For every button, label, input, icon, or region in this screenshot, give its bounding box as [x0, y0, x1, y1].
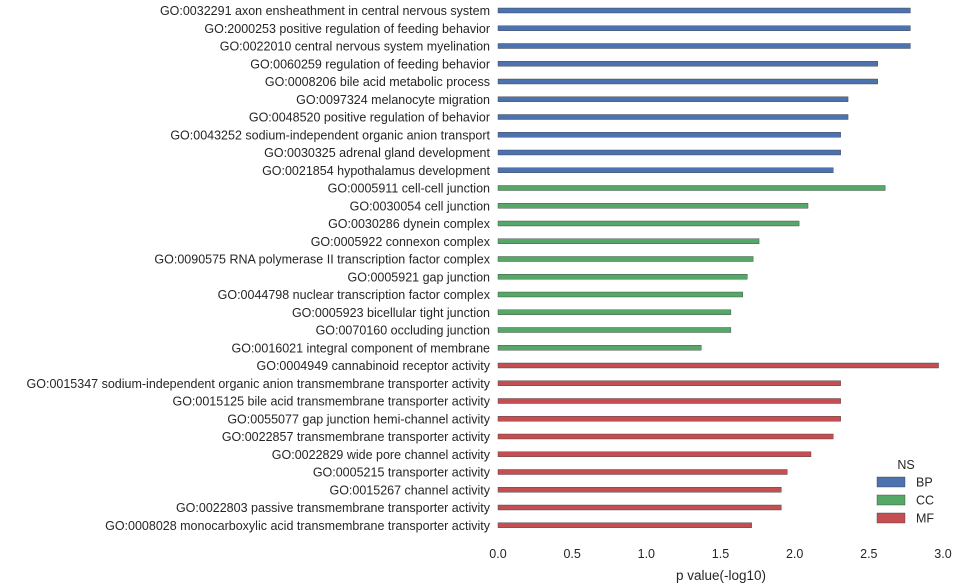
bar-mf: [497, 398, 841, 404]
category-label: GO:0005922 connexon complex: [311, 235, 491, 249]
bar-bp: [497, 61, 878, 67]
x-tick-label: 0.5: [563, 547, 580, 561]
category-label: GO:2000253 positive regulation of feedin…: [204, 22, 490, 36]
bar-mf: [497, 433, 834, 440]
legend-swatch-cc: [876, 494, 906, 506]
x-tick-label: 0.0: [489, 547, 506, 561]
bar-cc: [497, 345, 702, 351]
bars-layer: [497, 7, 939, 528]
category-label: GO:0060259 regulation of feeding behavio…: [250, 57, 490, 71]
bar-bp: [497, 167, 834, 173]
category-label: GO:0015125 bile acid transmembrane trans…: [172, 395, 490, 409]
category-label: GO:0022857 transmembrane transporter act…: [222, 430, 491, 444]
x-tick-label: 2.5: [860, 547, 877, 561]
bar-bp: [497, 96, 849, 102]
bar-mf: [497, 504, 782, 511]
x-axis-title: p value(-log10): [676, 568, 766, 583]
category-label: GO:0005911 cell-cell junction: [328, 182, 490, 196]
bar-mf: [497, 416, 841, 422]
category-label: GO:0097324 melanocyte migration: [296, 93, 490, 107]
legend: NS BP CC MF: [876, 458, 934, 526]
bar-cc: [497, 203, 809, 209]
category-label: GO:0008206 bile acid metabolic process: [265, 75, 490, 89]
legend-title: NS: [897, 458, 914, 472]
legend-label-mf: MF: [916, 512, 934, 526]
bar-cc: [497, 185, 886, 191]
bar-bp: [497, 78, 878, 85]
bar-mf: [497, 522, 752, 528]
category-label: GO:0008028 monocarboxylic acid transmemb…: [105, 519, 491, 533]
category-label: GO:0090575 RNA polymerase II transcripti…: [154, 253, 490, 267]
category-label: GO:0055077 gap junction hemi-channel act…: [227, 412, 490, 426]
bar-cc: [497, 309, 732, 315]
category-label: GO:0015347 sodium-independent organic an…: [27, 377, 491, 391]
bar-cc: [497, 238, 760, 244]
bar-cc: [497, 220, 800, 227]
bar-mf: [497, 380, 841, 386]
x-tick-label: 2.0: [786, 547, 803, 561]
x-tick-label: 1.5: [712, 547, 729, 561]
bar-mf: [497, 451, 812, 457]
legend-label-bp: BP: [916, 476, 933, 490]
category-label: GO:0005215 transporter activity: [313, 466, 491, 480]
category-label: GO:0022803 passive transmembrane transpo…: [176, 501, 491, 515]
category-labels: GO:0032291 axon ensheathment in central …: [27, 4, 491, 533]
bar-bp: [497, 25, 911, 31]
category-label: GO:0044798 nuclear transcription factor …: [218, 288, 491, 302]
category-label: GO:0048520 positive regulation of behavi…: [249, 111, 490, 125]
category-label: GO:0030054 cell junction: [350, 199, 490, 213]
legend-swatch-mf: [876, 512, 906, 524]
category-label: GO:0032291 axon ensheathment in central …: [160, 4, 490, 18]
category-label: GO:0015267 channel activity: [329, 483, 490, 497]
category-label: GO:0030325 adrenal gland development: [264, 146, 490, 160]
category-label: GO:0004949 cannabinoid receptor activity: [257, 359, 491, 373]
x-tick-label: 3.0: [934, 547, 951, 561]
bar-cc: [497, 256, 754, 262]
category-label: GO:0070160 occluding junction: [316, 324, 490, 338]
category-label: GO:0022829 wide pore channel activity: [272, 448, 491, 462]
bar-cc: [497, 291, 743, 298]
bar-mf: [497, 469, 788, 475]
category-label: GO:0021854 hypothalamus development: [262, 164, 490, 178]
bar-bp: [497, 7, 911, 14]
bar-cc: [497, 274, 748, 280]
category-label: GO:0022010 central nervous system myelin…: [220, 40, 490, 54]
bar-bp: [497, 149, 841, 156]
category-label: GO:0043252 sodium-independent organic an…: [170, 128, 490, 142]
bar-mf: [497, 487, 782, 493]
bar-bp: [497, 43, 911, 49]
bar-bp: [497, 132, 841, 138]
category-label: GO:0005923 bicellular tight junction: [292, 306, 490, 320]
x-tick-label: 1.0: [638, 547, 655, 561]
legend-label-cc: CC: [916, 494, 934, 508]
legend-swatch-bp: [876, 476, 906, 488]
x-axis-ticks: 0.0 0.5 1.0 1.5 2.0 2.5 3.0: [489, 547, 951, 561]
bar-mf: [497, 362, 939, 369]
category-label: GO:0030286 dynein complex: [328, 217, 491, 231]
bar-cc: [497, 327, 732, 333]
category-label: GO:0005921 gap junction: [348, 270, 491, 284]
bar-bp: [497, 114, 849, 120]
category-label: GO:0016021 integral component of membran…: [232, 341, 491, 355]
